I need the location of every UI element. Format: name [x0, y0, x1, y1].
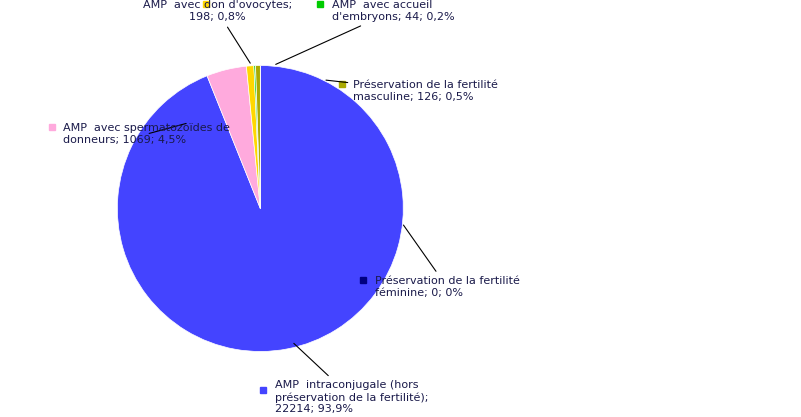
Wedge shape	[256, 65, 260, 208]
Wedge shape	[247, 65, 260, 208]
Text: AMP  avec spermatozoïdes de
donneurs; 1069; 4,5%: AMP avec spermatozoïdes de donneurs; 106…	[63, 123, 230, 145]
Wedge shape	[207, 66, 260, 208]
Text: AMP  intraconjugale (hors
préservation de la fertilité);
22214; 93,9%: AMP intraconjugale (hors préservation de…	[275, 343, 428, 414]
Text: Préservation de la fertilité
féminine; 0; 0%: Préservation de la fertilité féminine; 0…	[375, 225, 520, 298]
Wedge shape	[254, 65, 260, 208]
Text: AMP  avec accueil
d'embryons; 44; 0,2%: AMP avec accueil d'embryons; 44; 0,2%	[276, 0, 454, 64]
Text: Préservation de la fertilité
masculine; 126; 0,5%: Préservation de la fertilité masculine; …	[326, 80, 498, 102]
Text: AMP  avec don d'ovocytes;
198; 0,8%: AMP avec don d'ovocytes; 198; 0,8%	[143, 0, 292, 63]
Wedge shape	[118, 65, 403, 352]
